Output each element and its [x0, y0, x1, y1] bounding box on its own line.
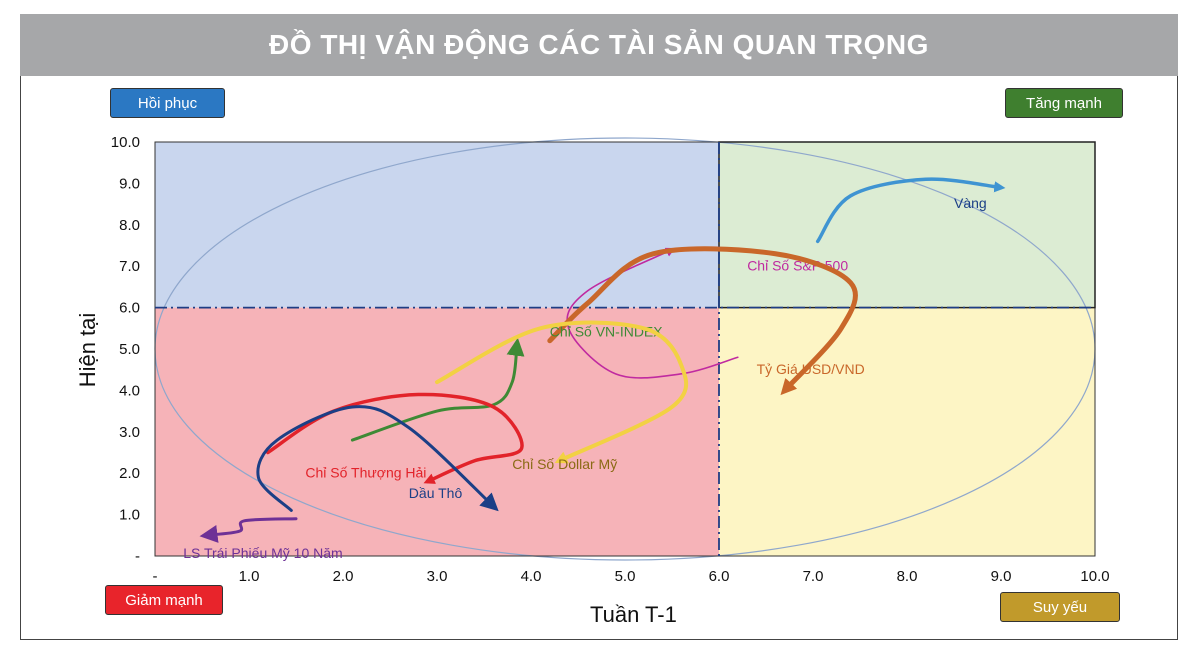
- series-line: [435, 320, 689, 464]
- plot-border: [154, 141, 1096, 557]
- x-tick-label: 6.0: [709, 568, 730, 585]
- x-tick-label: 1.0: [239, 568, 260, 585]
- y-tick-label: 2.0: [119, 465, 140, 482]
- y-tick-label: -: [135, 548, 140, 565]
- x-tick-label: 9.0: [991, 568, 1012, 585]
- quadrant-label-weakening: Suy yếu: [1000, 592, 1120, 622]
- x-tick-label: 7.0: [803, 568, 824, 585]
- y-tick-label: 8.0: [119, 217, 140, 234]
- chart-title: ĐỒ THỊ VẬN ĐỘNG CÁC TÀI SẢN QUAN TRỌNG: [20, 14, 1178, 76]
- y-tick-label: 3.0: [119, 424, 140, 441]
- x-tick-label: 5.0: [615, 568, 636, 585]
- series-line: [256, 405, 499, 512]
- quadrant-label-strong-rise-text: Tăng mạnh: [1026, 94, 1102, 112]
- y-tick-label: 1.0: [119, 507, 140, 524]
- x-tick-label: 10.0: [1080, 568, 1109, 585]
- region-bottom-right: [719, 307, 1095, 556]
- x-tick-label: -: [153, 568, 158, 585]
- x-tick-label: 3.0: [427, 568, 448, 585]
- region-bottom-left: [155, 307, 719, 556]
- series-label: Tỷ Giá USD/VND: [757, 361, 865, 377]
- series-label: Chỉ Số Dollar Mỹ: [512, 456, 617, 472]
- series-label: Dầu Thô: [409, 485, 463, 501]
- series-label: LS Trái Phiếu Mỹ 10 Năm: [183, 545, 343, 561]
- quadrant-label-sharp-fall: Giảm mạnh: [105, 585, 223, 615]
- series-label: Chỉ Số S&P 500: [747, 257, 848, 273]
- quadrant-label-strong-rise: Tăng mạnh: [1005, 88, 1123, 118]
- y-tick-label: 10.0: [111, 134, 140, 151]
- x-tick-label: 2.0: [333, 568, 354, 585]
- y-tick-label: 4.0: [119, 382, 140, 399]
- y-tick-label: 6.0: [119, 300, 140, 317]
- x-tick-label: 4.0: [521, 568, 542, 585]
- x-axis-title: Tuần T-1: [590, 602, 677, 627]
- series-line: [199, 517, 298, 543]
- region-top-left: [155, 142, 719, 308]
- series-label: Chỉ Số VN-INDEX: [550, 324, 663, 340]
- region-top-right: [719, 142, 1095, 308]
- x-tick-label: 8.0: [897, 568, 918, 585]
- quadrant-label-recovery-text: Hồi phục: [137, 94, 198, 112]
- quadrant-label-sharp-fall-text: Giảm mạnh: [125, 591, 203, 609]
- quadrant-label-weakening-text: Suy yếu: [1032, 598, 1088, 616]
- quadrant-label-recovery: Hồi phục: [110, 88, 225, 118]
- series-line: [815, 177, 1006, 244]
- y-tick-label: 9.0: [119, 175, 140, 192]
- series-line: [547, 246, 858, 396]
- y-tick-label: 7.0: [119, 258, 140, 275]
- series-line: [566, 247, 739, 379]
- y-axis-title: Hiện tại: [75, 312, 100, 388]
- series-label: Chỉ Số Thượng Hải: [305, 464, 426, 480]
- series-label: Vàng: [954, 195, 987, 211]
- y-tick-label: 5.0: [119, 341, 140, 358]
